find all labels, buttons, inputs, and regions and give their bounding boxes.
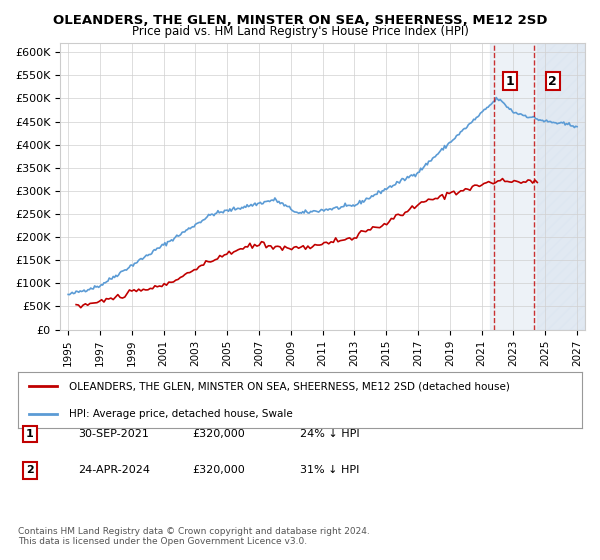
Text: £320,000: £320,000 xyxy=(192,465,245,475)
Text: 1: 1 xyxy=(26,429,34,439)
Text: Price paid vs. HM Land Registry's House Price Index (HPI): Price paid vs. HM Land Registry's House … xyxy=(131,25,469,38)
Text: OLEANDERS, THE GLEN, MINSTER ON SEA, SHEERNESS, ME12 2SD: OLEANDERS, THE GLEN, MINSTER ON SEA, SHE… xyxy=(53,14,547,27)
Text: 31% ↓ HPI: 31% ↓ HPI xyxy=(300,465,359,475)
Text: 24-APR-2024: 24-APR-2024 xyxy=(78,465,150,475)
Text: £320,000: £320,000 xyxy=(192,429,245,439)
Bar xyxy=(490,43,585,330)
Text: 2: 2 xyxy=(26,465,34,475)
Text: HPI: Average price, detached house, Swale: HPI: Average price, detached house, Swal… xyxy=(69,409,293,419)
Text: 30-SEP-2021: 30-SEP-2021 xyxy=(78,429,149,439)
Bar xyxy=(537,43,585,330)
Text: OLEANDERS, THE GLEN, MINSTER ON SEA, SHEERNESS, ME12 2SD (detached house): OLEANDERS, THE GLEN, MINSTER ON SEA, SHE… xyxy=(69,381,509,391)
Text: 24% ↓ HPI: 24% ↓ HPI xyxy=(300,429,359,439)
Text: Contains HM Land Registry data © Crown copyright and database right 2024.
This d: Contains HM Land Registry data © Crown c… xyxy=(18,526,370,546)
Text: 2: 2 xyxy=(548,74,557,87)
Text: 1: 1 xyxy=(505,74,514,87)
